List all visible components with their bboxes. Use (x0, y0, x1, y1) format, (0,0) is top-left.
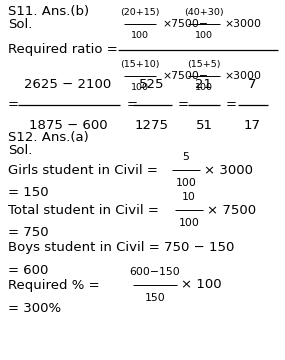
Text: = 300%: = 300% (8, 302, 61, 315)
Text: Girls student in Civil =: Girls student in Civil = (8, 163, 162, 176)
Text: 100: 100 (195, 31, 213, 40)
Text: =: = (178, 99, 189, 112)
Text: (15+5): (15+5) (187, 60, 221, 69)
Text: (40+30): (40+30) (184, 8, 224, 17)
Text: × 100: × 100 (181, 279, 222, 292)
Text: ×7500−: ×7500− (162, 19, 208, 29)
Text: Sol.: Sol. (8, 18, 32, 31)
Text: S12. Ans.(a): S12. Ans.(a) (8, 131, 89, 144)
Text: ×3000: ×3000 (224, 71, 261, 81)
Text: (15+10): (15+10) (120, 60, 160, 69)
Text: 150: 150 (144, 293, 165, 303)
Text: 100: 100 (131, 31, 149, 40)
Text: 10: 10 (182, 192, 196, 202)
Text: × 7500: × 7500 (207, 203, 256, 216)
Text: 5: 5 (183, 152, 190, 162)
Text: 51: 51 (196, 119, 213, 132)
Text: Required ratio =: Required ratio = (8, 44, 118, 57)
Text: = 600: = 600 (8, 264, 48, 276)
Text: Boys student in Civil = 750 − 150: Boys student in Civil = 750 − 150 (8, 242, 234, 255)
Text: 7: 7 (248, 78, 256, 91)
Text: 525: 525 (139, 78, 165, 91)
Text: = 150: = 150 (8, 186, 49, 199)
Text: 100: 100 (176, 178, 196, 188)
Text: =: = (226, 99, 237, 112)
Text: ×3000: ×3000 (224, 19, 261, 29)
Text: ×7500−: ×7500− (162, 71, 208, 81)
Text: Total student in Civil =: Total student in Civil = (8, 203, 163, 216)
Text: =: = (8, 99, 19, 112)
Text: 1275: 1275 (135, 119, 169, 132)
Text: Required % =: Required % = (8, 279, 104, 292)
Text: 100: 100 (131, 83, 149, 92)
Text: 1875 − 600: 1875 − 600 (29, 119, 107, 132)
Text: 21: 21 (196, 78, 213, 91)
Text: = 750: = 750 (8, 226, 49, 239)
Text: 100: 100 (195, 83, 213, 92)
Text: 600−150: 600−150 (130, 267, 180, 277)
Text: Sol.: Sol. (8, 144, 32, 157)
Text: (20+15): (20+15) (120, 8, 160, 17)
Text: 100: 100 (179, 218, 199, 228)
Text: 17: 17 (243, 119, 260, 132)
Text: × 3000: × 3000 (204, 163, 253, 176)
Text: =: = (127, 99, 138, 112)
Text: S11. Ans.(b): S11. Ans.(b) (8, 5, 89, 18)
Text: 2625 − 2100: 2625 − 2100 (25, 78, 112, 91)
